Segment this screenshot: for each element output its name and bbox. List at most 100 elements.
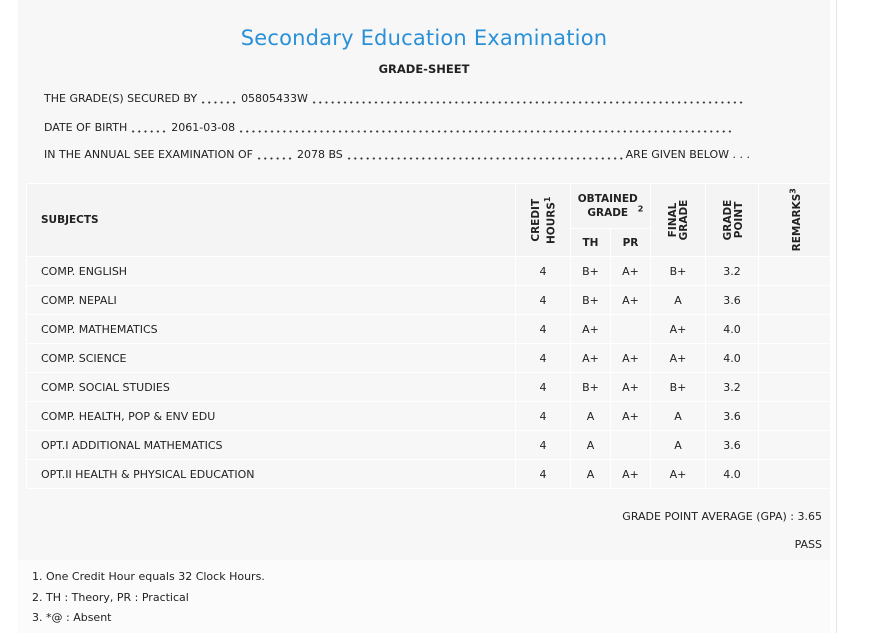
column-header: SUBJECTS: [26, 183, 516, 257]
subject-cell: COMP. MATHEMATICS: [26, 314, 516, 344]
column-header: REMARKS3: [758, 183, 832, 257]
header-text: GRADE POINT: [722, 199, 746, 241]
detail-line: THE GRADE(S) SECURED BY 05805433W: [44, 92, 746, 106]
remarks-cell: [758, 285, 832, 315]
detail-line: DATE OF BIRTH 2061-03-08: [44, 121, 734, 135]
header-text: CREDIT HOURS: [529, 198, 558, 244]
table-row: COMP. NEPALI 4 B+ A+ A 3.6: [26, 285, 832, 315]
footnote: 2. TH : Theory, PR : Practical: [32, 590, 189, 604]
leader: [310, 101, 743, 104]
column-header: FINAL GRADE: [650, 183, 707, 257]
detail-value: 2061-03-08: [171, 121, 236, 134]
detail-line: IN THE ANNUAL SEE EXAMINATION OF 2078 BS…: [44, 148, 750, 162]
column-header: CREDIT HOURS1: [515, 183, 571, 257]
subject-cell: COMP. SOCIAL STUDIES: [26, 372, 516, 402]
footnote: 1. One Credit Hour equals 32 Clock Hours…: [32, 570, 265, 583]
grade-cell: 3.6: [705, 430, 760, 460]
grade-cell: B+: [650, 256, 707, 286]
column-header: TH: [570, 228, 611, 257]
notes: 1. One Credit Hour equals 32 Clock Hours…: [18, 560, 830, 633]
table-row: COMP. HEALTH, POP & ENV EDU 4 A A+ A 3.6: [26, 401, 832, 431]
detail-label: IN THE ANNUAL SEE EXAMINATION OF: [44, 148, 253, 161]
grade-cell: A+: [609, 256, 652, 286]
grade-cell: A: [650, 285, 707, 315]
footnote: 3. *@ : Absent: [32, 611, 112, 624]
header-text: OBTAINED GRADE: [577, 193, 638, 219]
grade-cell: 3.6: [705, 401, 760, 431]
detail-value: 05805433W: [241, 92, 308, 105]
grade-cell: 4: [515, 285, 571, 315]
grade-cell: [609, 314, 652, 344]
footnote-ref: 3: [787, 188, 797, 194]
detail-label: DATE OF BIRTH: [44, 121, 128, 134]
detail-label: THE GRADE(S) SECURED BY: [44, 92, 198, 105]
grade-cell: A: [650, 430, 707, 460]
grade-cell: A: [570, 459, 611, 489]
remarks-cell: [758, 372, 832, 402]
column-header: OBTAINED GRADE 2: [569, 183, 652, 229]
grade-cell: A+: [570, 343, 611, 373]
table-body: COMP. ENGLISH 4 B+ A+ B+ 3.2 COMP. NEPALI 4 B+ A+…: [26, 256, 832, 489]
header-text: FINAL GRADE: [667, 199, 691, 241]
header-text: REMARKS: [790, 193, 803, 252]
table-row: OPT.I ADDITIONAL MATHEMATICS 4 A A 3.6: [26, 430, 832, 460]
grade-cell: 3.6: [705, 285, 760, 315]
grade-cell: 3.2: [705, 372, 760, 402]
gpa-label: GRADE POINT AVERAGE (GPA) :: [622, 510, 794, 523]
title: Secondary Education Examination: [240, 26, 608, 50]
remarks-cell: [758, 401, 832, 431]
detail-suffix: ARE GIVEN BELOW . . .: [625, 148, 750, 161]
grade-cell: 4: [515, 459, 571, 489]
detail-value: 2078 BS: [296, 148, 343, 161]
grade-cell: 4: [515, 314, 571, 344]
grade-cell: 4: [515, 401, 571, 431]
table-row: COMP. SCIENCE 4 A+ A+ A+ 4.0: [26, 343, 832, 373]
table-row: COMP. ENGLISH 4 B+ A+ B+ 3.2: [26, 256, 832, 286]
footnote-ref: 1: [542, 196, 552, 202]
remarks-cell: [758, 314, 832, 344]
subject-cell: OPT.II HEALTH & PHYSICAL EDUCATION: [26, 459, 516, 489]
remarks-cell: [758, 459, 832, 489]
leader: [255, 157, 294, 160]
grade-cell: B+: [570, 372, 611, 402]
grade-cell: 4: [515, 343, 571, 373]
grade-cell: A+: [609, 285, 652, 315]
subject-cell: COMP. ENGLISH: [26, 256, 516, 286]
grade-cell: 4: [515, 372, 571, 402]
grade-cell: 3.2: [705, 256, 760, 286]
grade-cell: 4.0: [705, 343, 760, 373]
grade-cell: 4.0: [705, 459, 760, 489]
grade-cell: A+: [650, 459, 707, 489]
grade-cell: A+: [609, 401, 652, 431]
grade-cell: A: [570, 401, 611, 431]
table-row: COMP. SOCIAL STUDIES 4 B+ A+ B+ 3.2: [26, 372, 832, 402]
grade-cell: A: [650, 401, 707, 431]
edge-line: [836, 0, 837, 633]
leader: [200, 101, 239, 104]
subject-cell: COMP. SCIENCE: [26, 343, 516, 373]
grade-cell: A+: [650, 343, 707, 373]
grade-cell: [609, 430, 652, 460]
column-header: GRADE POINT: [705, 183, 760, 257]
subtitle: GRADE-SHEET: [378, 62, 470, 76]
remarks-cell: [758, 256, 832, 286]
grade-table: SUBJECTS CREDIT HOURS1 OBTAINED GRADE 2 F…: [26, 183, 832, 489]
remarks-cell: [758, 430, 832, 460]
grade-cell: A+: [609, 343, 652, 373]
gpa-line: GRADE POINT AVERAGE (GPA) : 3.65: [622, 510, 822, 523]
subject-cell: COMP. HEALTH, POP & ENV EDU: [26, 401, 516, 431]
remarks-cell: [758, 343, 832, 373]
grade-cell: 4: [515, 256, 571, 286]
subject-cell: COMP. NEPALI: [26, 285, 516, 315]
grade-cell: A+: [570, 314, 611, 344]
subject-cell: OPT.I ADDITIONAL MATHEMATICS: [26, 430, 516, 460]
leader: [345, 157, 623, 160]
table-row: OPT.II HEALTH & PHYSICAL EDUCATION 4 A A+ A+…: [26, 459, 832, 489]
grade-sheet: Secondary Education Examination GRADE-SH…: [18, 0, 832, 633]
gpa-value: 3.65: [797, 510, 823, 523]
grade-cell: A+: [609, 372, 652, 402]
grade-cell: B+: [570, 285, 611, 315]
footnote-ref: 2: [637, 204, 644, 214]
grade-cell: 4: [515, 430, 571, 460]
